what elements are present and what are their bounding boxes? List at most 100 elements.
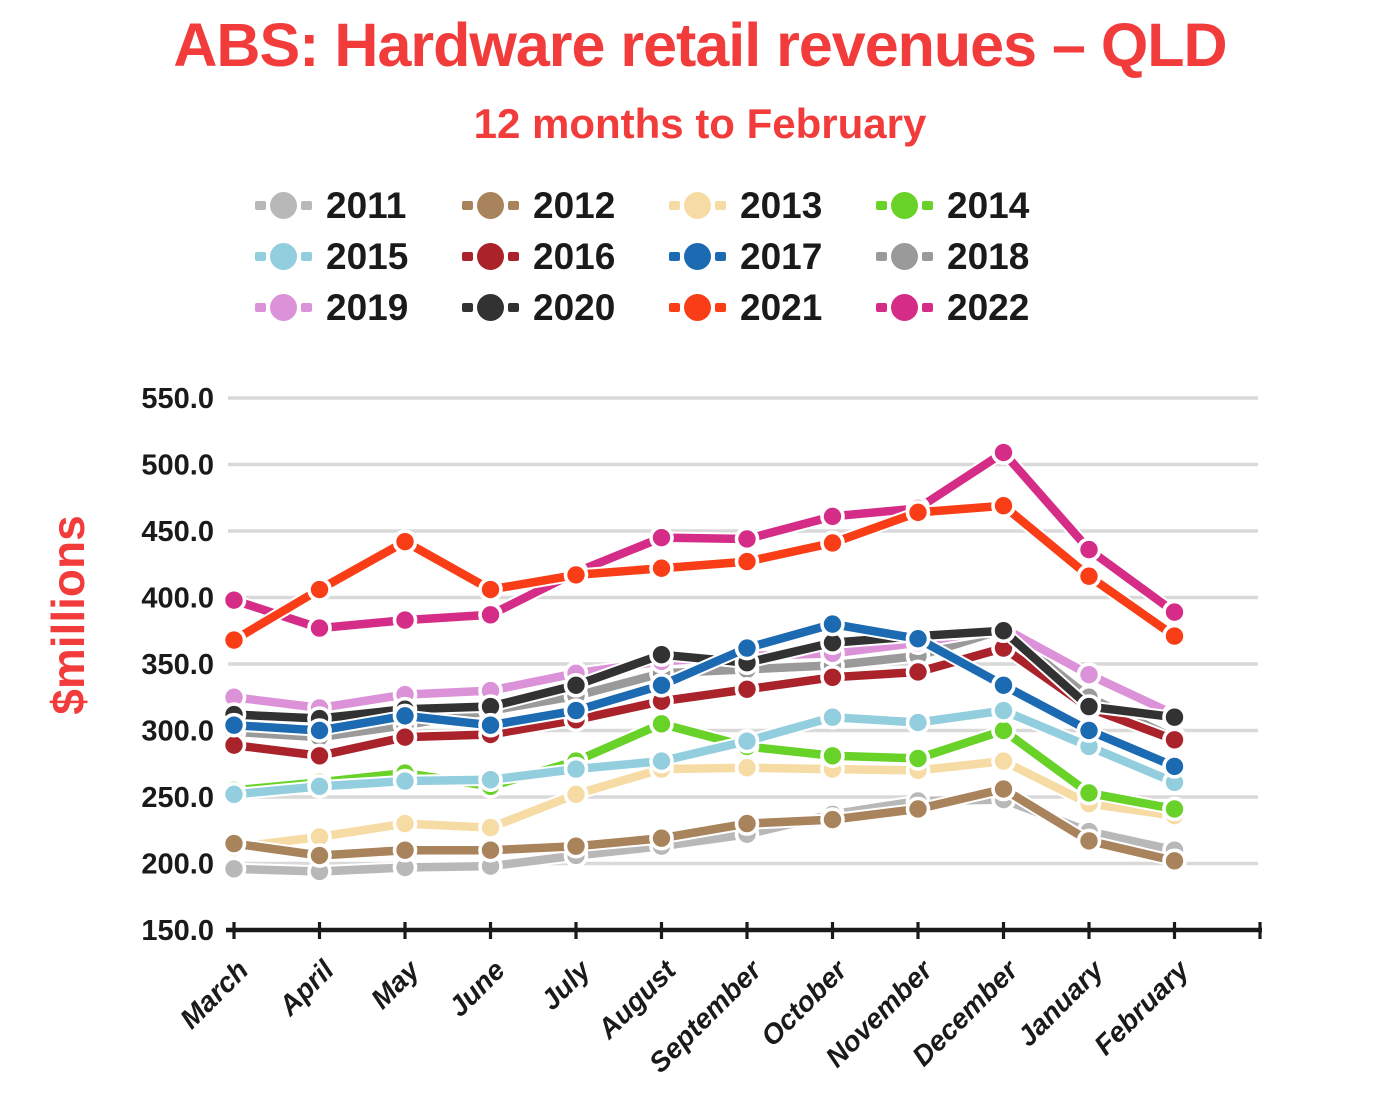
- data-point: [221, 627, 247, 653]
- legend-item-label: 2011: [326, 184, 407, 226]
- legend-marker-icon: [669, 243, 726, 270]
- y-tick-label: 300.0: [141, 716, 214, 748]
- data-point: [649, 525, 674, 550]
- y-tick-label: 400.0: [141, 583, 214, 615]
- data-point: [307, 743, 332, 769]
- data-point: [649, 642, 674, 667]
- x-tick-label: June: [443, 954, 511, 1022]
- y-tick-label: 150.0: [141, 915, 214, 947]
- data-point: [478, 815, 503, 840]
- x-tick-label: July: [535, 953, 598, 1016]
- x-axis: [226, 922, 1262, 939]
- data-point: [1076, 828, 1102, 854]
- data-point: [307, 843, 332, 868]
- legend-item-label: 2019: [326, 286, 409, 328]
- data-point: [1162, 599, 1187, 625]
- data-point: [820, 704, 845, 730]
- data-point: [1162, 848, 1187, 874]
- data-point: [820, 743, 845, 769]
- data-point: [820, 530, 845, 556]
- data-point: [991, 698, 1016, 723]
- legend-item-2021: 2021: [669, 287, 876, 329]
- data-point: [734, 676, 760, 702]
- legend-marker-icon: [462, 294, 519, 321]
- legend: 2011 2012 2013 2014 2015 2016 2017 2018 2019 2020…: [255, 180, 1135, 333]
- data-point: [478, 602, 503, 628]
- data-point: [1162, 704, 1187, 730]
- legend-marker-icon: [669, 294, 726, 321]
- data-point: [991, 440, 1016, 465]
- data-point: [478, 712, 503, 738]
- data-point: [392, 703, 418, 729]
- data-point: [563, 756, 589, 782]
- data-point: [221, 587, 247, 613]
- data-point: [820, 504, 845, 529]
- series-2021: [221, 493, 1187, 653]
- legend-marker-icon: [876, 294, 933, 321]
- legend-marker-icon: [876, 243, 933, 270]
- data-point: [991, 493, 1016, 519]
- legend-marker-icon: [462, 243, 519, 270]
- y-tick-label: 550.0: [141, 383, 214, 415]
- x-tick-label: April: [272, 953, 341, 1022]
- data-point: [649, 711, 674, 737]
- legend-item-2022: 2022: [876, 287, 1083, 329]
- data-point: [478, 837, 503, 863]
- legend-item-label: 2018: [947, 235, 1030, 277]
- data-point: [307, 577, 332, 602]
- data-point: [649, 748, 674, 774]
- series-2012: [221, 776, 1187, 874]
- data-point: [221, 712, 247, 738]
- legend-item-2014: 2014: [876, 185, 1083, 227]
- data-point: [991, 718, 1016, 743]
- data-point: [1076, 563, 1102, 589]
- series-2017: [221, 611, 1187, 779]
- data-point: [307, 615, 332, 641]
- data-point: [221, 831, 247, 856]
- data-point: [563, 672, 589, 698]
- data-point: [820, 611, 845, 637]
- data-point: [307, 718, 332, 743]
- data-point: [1076, 537, 1102, 562]
- legend-item-label: 2022: [947, 286, 1030, 328]
- legend-item-label: 2014: [947, 184, 1030, 226]
- data-point: [991, 776, 1016, 802]
- legend-item-label: 2016: [533, 235, 616, 277]
- data-point: [991, 748, 1016, 774]
- data-point: [392, 768, 418, 794]
- data-point: [1076, 780, 1102, 806]
- legend-marker-icon: [669, 192, 726, 219]
- legend-item-label: 2020: [533, 286, 616, 328]
- data-point: [1162, 754, 1187, 779]
- y-tick-label: 200.0: [141, 849, 214, 881]
- data-point: [1162, 727, 1187, 753]
- data-point: [734, 526, 760, 552]
- data-point: [307, 774, 332, 799]
- legend-marker-icon: [255, 243, 312, 270]
- data-point: [1162, 796, 1187, 822]
- data-point: [1076, 718, 1102, 743]
- data-point: [221, 856, 247, 882]
- data-point: [221, 782, 247, 807]
- data-point: [905, 626, 931, 652]
- chart-subtitle: 12 months to February: [473, 100, 927, 147]
- y-tick-label: 350.0: [141, 649, 214, 681]
- data-point: [991, 618, 1016, 644]
- data-point: [221, 732, 247, 758]
- x-tick-label: March: [174, 954, 254, 1034]
- legend-item-label: 2013: [740, 184, 823, 226]
- legend-item-2018: 2018: [876, 236, 1083, 278]
- y-tick-label: 450.0: [141, 516, 214, 548]
- legend-item-2019: 2019: [255, 287, 462, 329]
- data-point: [734, 549, 760, 574]
- data-point: [820, 664, 845, 690]
- data-point: [1076, 662, 1102, 687]
- legend-marker-icon: [462, 192, 519, 219]
- chart-title: ABS: Hardware retail revenues – QLD: [173, 11, 1227, 79]
- data-point: [991, 672, 1016, 698]
- data-point: [905, 746, 931, 771]
- legend-marker-icon: [255, 192, 312, 219]
- data-point: [563, 833, 589, 859]
- data-point: [905, 500, 931, 525]
